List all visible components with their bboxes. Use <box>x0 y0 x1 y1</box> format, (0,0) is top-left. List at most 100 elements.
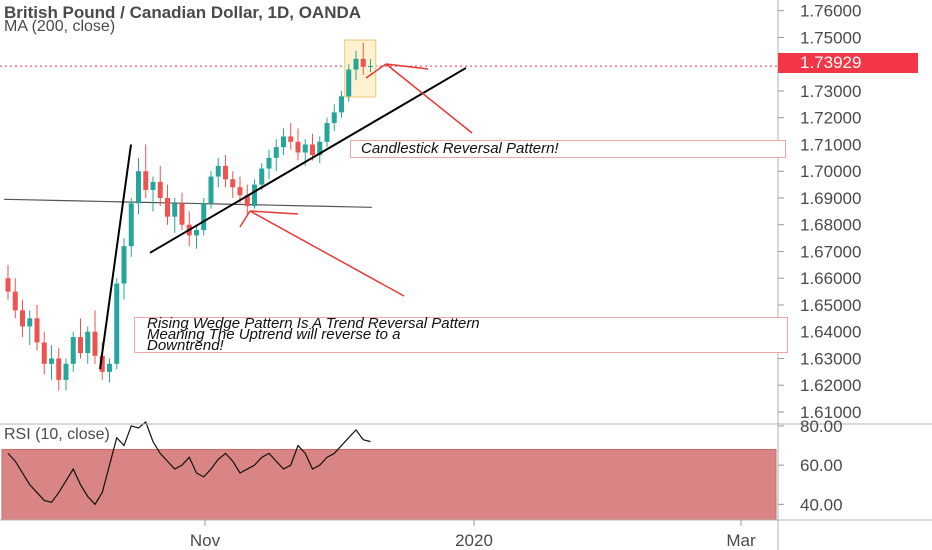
candle-body <box>27 318 33 327</box>
candle-body <box>310 144 315 156</box>
y-tick-label: 1.76000 <box>800 2 861 21</box>
y-tick-label: 1.70000 <box>800 162 861 181</box>
y-tick-label: 1.68000 <box>800 216 861 235</box>
y-tick-label: 1.65000 <box>800 296 861 315</box>
candle-body <box>150 181 156 190</box>
candle-body <box>244 195 250 206</box>
rsi-y-axis-ticks: 80.00 60.00 40.00 <box>778 417 843 514</box>
candle-body <box>368 66 373 68</box>
x-tick-label: Mar <box>726 531 756 550</box>
candlestick-annotation-text: Candlestick Reversal Pattern! <box>361 140 559 157</box>
arrow-head <box>249 210 299 215</box>
ma-200-line <box>3 198 373 208</box>
candle-body <box>165 197 170 217</box>
arrow-shaft <box>249 210 405 297</box>
candle-body <box>331 112 337 124</box>
candle-body <box>56 358 62 380</box>
candle-body <box>302 144 308 153</box>
rsi-band-rect <box>1 448 777 521</box>
candle-body <box>172 203 178 217</box>
y-tick-label: 1.66000 <box>800 269 861 288</box>
candle-body <box>201 203 207 231</box>
candle-body <box>273 147 279 158</box>
candle-body <box>179 203 185 225</box>
y-tick-label: 1.61000 <box>800 403 861 422</box>
candle-body <box>49 358 54 364</box>
ma-200-polyline <box>3 198 373 208</box>
chart-title: British Pound / Canadian Dollar, 1D, OAN… <box>4 3 362 22</box>
y-tick-label: 1.62000 <box>800 376 861 395</box>
candle-body <box>136 171 141 204</box>
y-tick-label: 1.72000 <box>800 109 861 128</box>
y-tick-label: 1.69000 <box>800 189 861 208</box>
y-tick-label: 1.64000 <box>800 323 861 342</box>
candle-body <box>143 171 149 190</box>
candle-body <box>360 58 366 67</box>
trendlines <box>99 67 467 370</box>
candle-body <box>5 278 11 292</box>
wedge-annotation: Rising Wedge Pattern Is A Trend Reversal… <box>134 315 788 354</box>
candle-body <box>78 337 83 354</box>
candle-body <box>339 96 344 113</box>
ma-label: MA (200, close) <box>4 18 116 35</box>
candle-body <box>70 337 76 364</box>
candle-body <box>346 69 352 97</box>
candle-body <box>208 176 214 204</box>
rsi-polyline <box>7 421 371 506</box>
candle-body <box>324 123 330 142</box>
candle-body <box>237 187 243 196</box>
candle-body <box>128 203 134 247</box>
impulse-line <box>99 144 132 370</box>
candle-body <box>259 168 265 185</box>
candle-body <box>107 363 112 372</box>
x-tick-label: 2020 <box>455 531 493 550</box>
candle-body <box>230 179 236 188</box>
candle-body <box>114 283 120 364</box>
candle-body <box>223 165 228 180</box>
x-axis-ticks: Nov 2020 Mar <box>190 520 756 550</box>
rsi-tick-label: 60.00 <box>800 456 843 475</box>
candle-body <box>266 157 272 169</box>
arrow-head <box>365 63 387 79</box>
candlestick-annotation: Candlestick Reversal Pattern! <box>350 140 786 158</box>
y-tick-label: 1.67000 <box>800 242 861 261</box>
candle-body <box>353 58 359 70</box>
candle-body <box>41 342 47 364</box>
arrow-head <box>385 63 429 70</box>
annotation-arrows <box>239 63 473 297</box>
candle-body <box>252 184 257 206</box>
y-axis-ticks: 1.76000 1.75000 1.73000 1.72000 1.71000 1.700… <box>778 2 861 422</box>
candle-body <box>63 363 69 380</box>
rsi-line <box>7 421 371 506</box>
wedge-support-line <box>149 67 467 254</box>
wedge-annotation-line-2: Meaning The Uptrend will reverse to a <box>147 326 401 343</box>
candle-body <box>92 331 98 356</box>
candle-body <box>34 318 40 343</box>
candle-body <box>194 230 199 236</box>
candle-body <box>85 331 91 354</box>
rsi-band <box>1 448 777 521</box>
wedge-annotation-line-3: Downtrend! <box>147 337 224 354</box>
y-tick-label: 1.75000 <box>800 28 861 47</box>
y-tick-label: 1.73000 <box>800 82 861 101</box>
rsi-tick-label: 40.00 <box>800 495 843 514</box>
arrow-head <box>239 210 251 228</box>
candle-body <box>157 181 163 198</box>
arrow-shaft <box>385 63 473 134</box>
x-tick-label: Nov <box>190 531 221 550</box>
candle-body <box>281 136 286 148</box>
candle-body <box>20 310 25 327</box>
last-price-tag: 1.73929 <box>778 53 918 73</box>
candle-body <box>215 165 221 177</box>
rsi-label: RSI (10, close) <box>4 426 110 443</box>
rsi-tick-label: 80.00 <box>800 417 843 436</box>
wedge-annotation-line-1: Rising Wedge Pattern Is A Trend Reversal… <box>147 315 480 332</box>
candle-body <box>121 246 127 284</box>
candle-body <box>288 136 294 142</box>
candle-body <box>317 141 323 156</box>
candle-body <box>12 291 18 311</box>
candle-body <box>295 141 301 153</box>
y-tick-label: 1.71000 <box>800 135 861 154</box>
